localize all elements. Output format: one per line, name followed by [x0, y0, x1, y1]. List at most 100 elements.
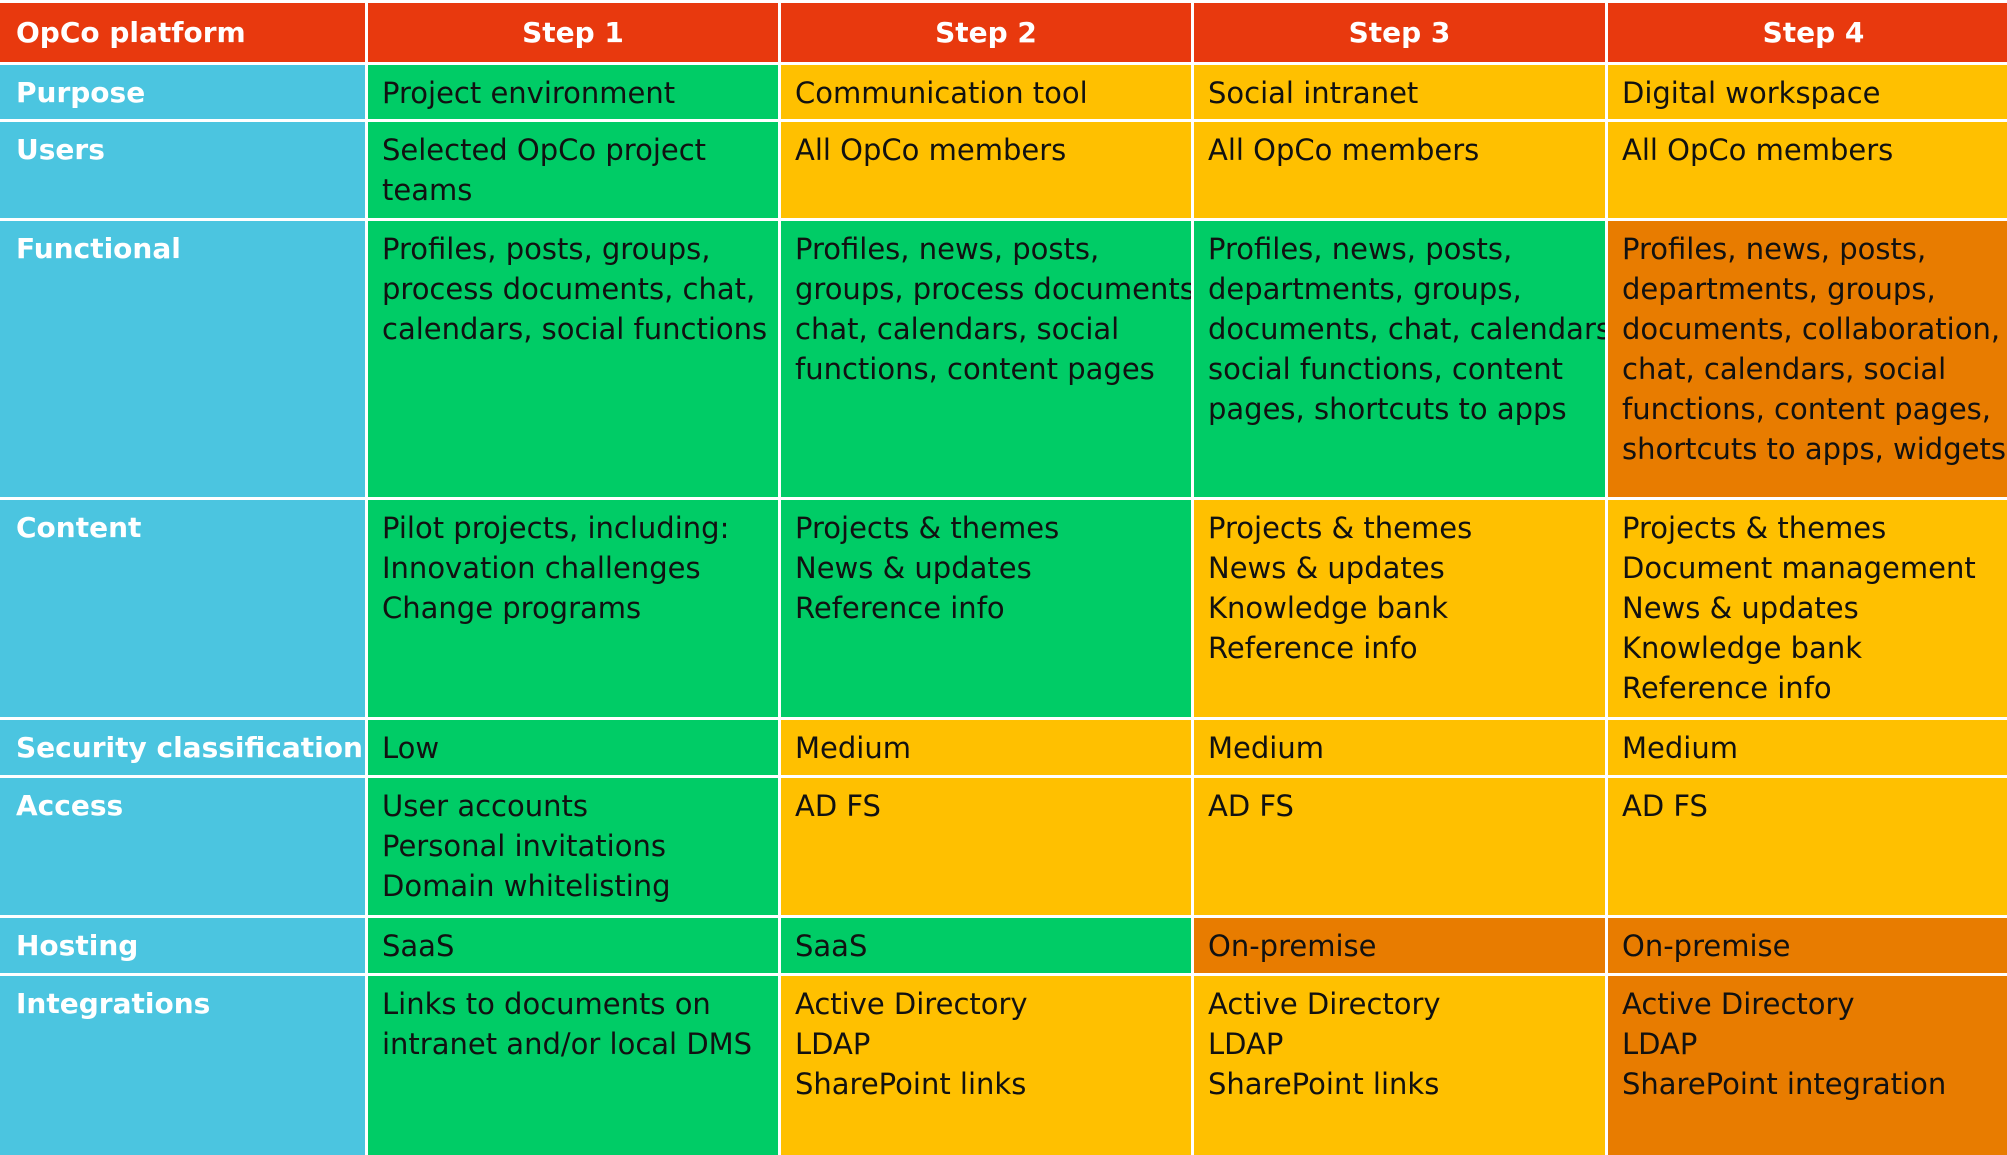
cell-text-line: documents, chat, calendars,: [1208, 312, 1605, 346]
cell-text-line: Domain whitelisting: [382, 869, 671, 903]
cell-text-line: Social intranet: [1208, 76, 1419, 110]
header-corner-cell: OpCo platform: [0, 3, 365, 62]
cell-text-line: LDAP: [795, 1027, 871, 1061]
table-cell: On-premise: [1194, 918, 1605, 973]
table-cell: Active Directory LDAP SharePoint links: [1194, 976, 1605, 1155]
row-label: Users: [0, 122, 365, 218]
table-cell: Medium: [781, 720, 1191, 775]
header-step-1: Step 1: [368, 3, 778, 62]
cell-text-line: SaaS: [382, 929, 455, 963]
table-cell: Low: [368, 720, 778, 775]
table-cell: Profiles, news, posts, groups, process do…: [781, 221, 1191, 497]
cell-text-line: Medium: [795, 731, 911, 765]
cell-text-line: functions, content pages: [795, 352, 1155, 386]
cell-text-line: calendars, social functions: [382, 312, 768, 346]
cell-text-line: SharePoint integration: [1622, 1067, 1947, 1101]
cell-text-line: News & updates: [1622, 591, 1859, 625]
cell-text-line: News & updates: [795, 551, 1032, 585]
header-step-4: Step 4: [1608, 3, 2007, 62]
cell-text-line: Innovation challenges: [382, 551, 701, 585]
cell-text-line: Pilot projects, including:: [382, 511, 730, 545]
cell-text-line: intranet and/or local DMS: [382, 1027, 753, 1061]
cell-text-line: Medium: [1208, 731, 1324, 765]
table-cell: AD FS: [1194, 778, 1605, 915]
table-cell: AD FS: [1608, 778, 2007, 915]
table-cell: Communication tool: [781, 65, 1191, 119]
table-cell: Projects & themes Document management News…: [1608, 500, 2007, 717]
cell-text-line: All OpCo members: [1208, 133, 1480, 167]
table-cell: Medium: [1194, 720, 1605, 775]
cell-text-line: Active Directory: [1208, 987, 1441, 1021]
cell-text-line: teams: [382, 173, 473, 207]
cell-text-line: Projects & themes: [1622, 511, 1887, 545]
table-cell: AD FS: [781, 778, 1191, 915]
table-cell: Projects & themes News & updates Reference…: [781, 500, 1191, 717]
cell-text-line: LDAP: [1208, 1027, 1284, 1061]
cell-text-line: Projects & themes: [1208, 511, 1473, 545]
row-label: Content: [0, 500, 365, 717]
cell-text-line: Digital workspace: [1622, 76, 1881, 110]
table-cell: Social intranet: [1194, 65, 1605, 119]
cell-text-line: Document management: [1622, 551, 1976, 585]
row-label: Purpose: [0, 65, 365, 119]
cell-text-line: departments, groups,: [1208, 272, 1522, 306]
cell-text-line: Knowledge bank: [1208, 591, 1448, 625]
table-cell: SaaS: [781, 918, 1191, 973]
cell-text-line: Medium: [1622, 731, 1738, 765]
table-cell: All OpCo members: [1608, 122, 2007, 218]
cell-text-line: All OpCo members: [1622, 133, 1894, 167]
cell-text-line: Profiles, news, posts,: [1208, 232, 1513, 266]
table-cell: Digital workspace: [1608, 65, 2007, 119]
cell-text-line: Profiles, news, posts,: [1622, 232, 1927, 266]
cell-text-line: departments, groups,: [1622, 272, 1936, 306]
table-cell: Profiles, news, posts, departments, group…: [1608, 221, 2007, 497]
cell-text-line: All OpCo members: [795, 133, 1067, 167]
cell-text-line: Selected OpCo project: [382, 133, 707, 167]
cell-text-line: social functions, content: [1208, 352, 1563, 386]
cell-text-line: User accounts: [382, 789, 588, 823]
cell-text-line: Reference info: [795, 591, 1005, 625]
cell-text-line: AD FS: [1208, 789, 1294, 823]
platform-comparison-table: OpCo platform Step 1 Step 2 Step 3 Step 4 Pur…: [0, 3, 2007, 1155]
cell-text-line: Active Directory: [795, 987, 1028, 1021]
table-cell: Links to documents on intranet and/or loc…: [368, 976, 778, 1155]
table-cell: On-premise: [1608, 918, 2007, 973]
cell-text-line: SharePoint links: [795, 1067, 1027, 1101]
row-label: Hosting: [0, 918, 365, 973]
cell-text-line: Project environment: [382, 76, 676, 110]
cell-text-line: SaaS: [795, 929, 868, 963]
cell-text-line: Communication tool: [795, 76, 1088, 110]
table-cell: Active Directory LDAP SharePoint integrati…: [1608, 976, 2007, 1155]
table-cell: Medium: [1608, 720, 2007, 775]
table-cell: Profiles, news, posts, departments, group…: [1194, 221, 1605, 497]
cell-text-line: functions, content pages,: [1622, 392, 1992, 426]
cell-text-line: chat, calendars, social: [1622, 352, 1947, 386]
cell-text-line: Profiles, news, posts,: [795, 232, 1100, 266]
cell-text-line: Active Directory: [1622, 987, 1855, 1021]
table-cell: Projects & themes News & updates Knowledge…: [1194, 500, 1605, 717]
cell-text-line: Personal invitations: [382, 829, 666, 863]
row-label: Integrations: [0, 976, 365, 1155]
row-label: Access: [0, 778, 365, 915]
cell-text-line: Low: [382, 731, 440, 765]
cell-text-line: documents, collaboration,: [1622, 312, 2001, 346]
table-cell: Pilot projects, including: Innovation cha…: [368, 500, 778, 717]
cell-text-line: Reference info: [1208, 631, 1418, 665]
cell-text-line: Knowledge bank: [1622, 631, 1862, 665]
cell-text-line: LDAP: [1622, 1027, 1698, 1061]
header-step-2: Step 2: [781, 3, 1191, 62]
table-cell: SaaS: [368, 918, 778, 973]
cell-text-line: Links to documents on: [382, 987, 711, 1021]
cell-text-line: shortcuts to apps, widgets: [1622, 432, 2006, 466]
cell-text-line: pages, shortcuts to apps: [1208, 392, 1567, 426]
table-cell: Project environment: [368, 65, 778, 119]
cell-text-line: Change programs: [382, 591, 642, 625]
table-cell: Selected OpCo project teams: [368, 122, 778, 218]
cell-text-line: Reference info: [1622, 671, 1832, 705]
header-step-3: Step 3: [1194, 3, 1605, 62]
table-cell: Active Directory LDAP SharePoint links: [781, 976, 1191, 1155]
cell-text-line: On-premise: [1208, 929, 1377, 963]
table-cell: User accounts Personal invitations Domain …: [368, 778, 778, 915]
table-cell: All OpCo members: [781, 122, 1191, 218]
cell-text-line: On-premise: [1622, 929, 1791, 963]
